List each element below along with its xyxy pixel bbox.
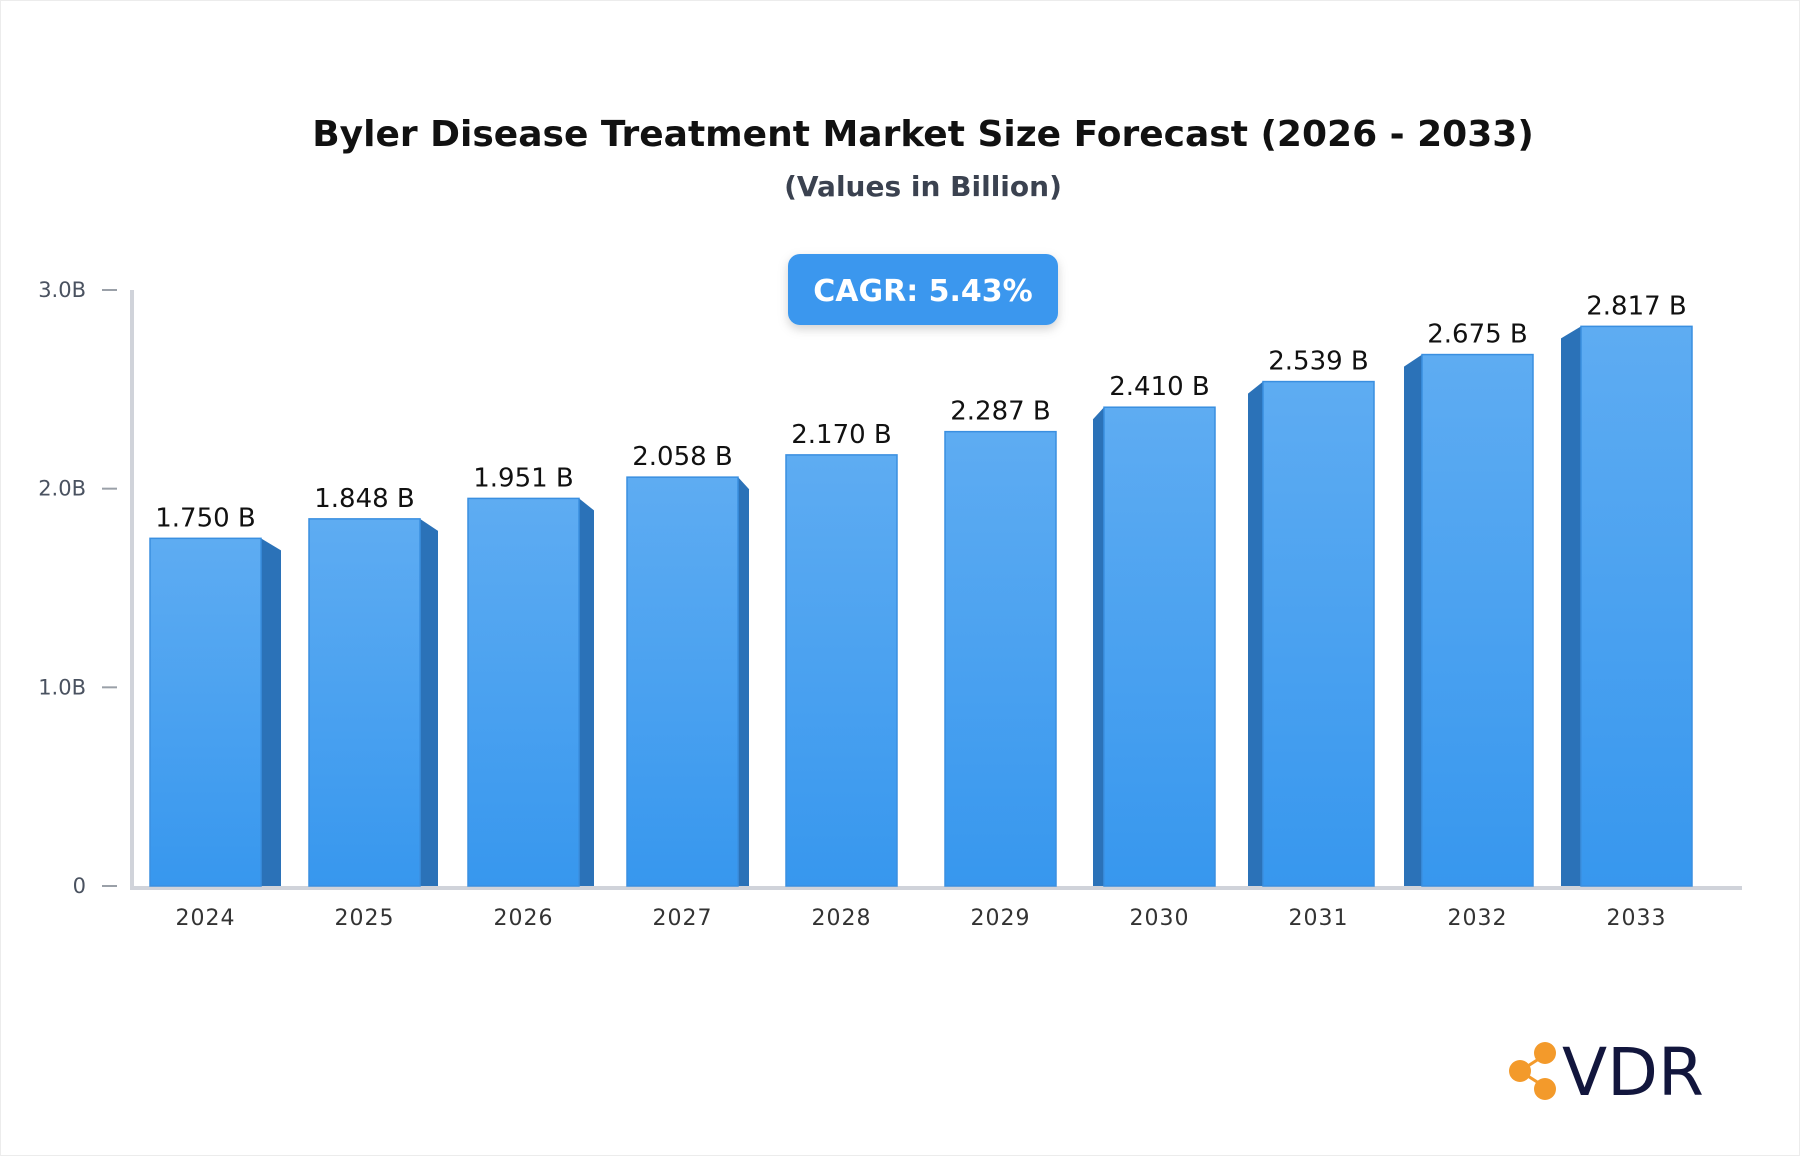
bar-2026: 1.951 B 2026 (467, 463, 594, 931)
value-label: 2.675 B (1427, 320, 1528, 350)
share-nodes-icon (1509, 1042, 1556, 1100)
value-label: 2.287 B (950, 397, 1051, 427)
value-label: 2.539 B (1268, 347, 1369, 377)
bar-side (261, 538, 281, 886)
value-label: 1.750 B (155, 503, 256, 533)
bar-front (308, 518, 421, 887)
y-tick-label: 0 (73, 874, 86, 898)
vdr-logo: VDR (1509, 1034, 1704, 1111)
x-tick-label: 2031 (1289, 906, 1349, 931)
chart-subtitle: (Values in Billion) (784, 170, 1062, 203)
bar-2029: 2.287 B 2029 (944, 397, 1057, 931)
bar-front (785, 454, 898, 887)
chart-title: Byler Disease Treatment Market Size Fore… (312, 114, 1534, 155)
value-label: 1.848 B (314, 484, 415, 514)
value-label: 1.951 B (473, 463, 574, 493)
y-tick-label: 1.0B (38, 675, 86, 699)
value-label: 2.410 B (1109, 372, 1210, 402)
x-tick-label: 2029 (971, 906, 1031, 931)
cagr-label: CAGR: 5.43% (813, 274, 1032, 309)
x-tick-label: 2030 (1130, 906, 1190, 931)
cagr-badge-bg (788, 254, 1058, 325)
cagr-badge: CAGR: 5.43% (788, 254, 1058, 325)
bar-side (1248, 381, 1263, 886)
bar-side (420, 518, 438, 886)
x-tick-label: 2033 (1607, 906, 1667, 931)
value-label: 2.058 B (632, 442, 733, 472)
bar-side (1561, 326, 1581, 887)
bar-2031: 2.539 B 2031 (1248, 347, 1375, 931)
x-tick-label: 2032 (1448, 906, 1508, 931)
bar-2024: 1.750 B 2024 (149, 503, 281, 931)
y-tick-label: 3.0B (38, 278, 86, 302)
logo-text: VDR (1562, 1034, 1704, 1111)
bar-2033: 2.817 B 2033 (1561, 291, 1693, 931)
bar-2028: 2.170 B 2028 (785, 420, 898, 931)
x-tick-label: 2024 (176, 906, 236, 931)
bar-2032: 2.675 B 2032 (1404, 320, 1534, 931)
value-label: 2.817 B (1586, 291, 1687, 321)
bar-side (1404, 354, 1422, 887)
bar-2025: 1.848 B 2025 (308, 484, 438, 931)
bar-front (626, 476, 739, 887)
x-tick-label: 2025 (335, 906, 395, 931)
bar-front (1262, 380, 1375, 887)
x-tick-label: 2027 (653, 906, 713, 931)
bar-front (944, 430, 1057, 887)
bar-side (738, 477, 749, 886)
bar-front (1421, 353, 1534, 887)
x-tick-label: 2028 (812, 906, 872, 931)
bar-front (149, 537, 262, 887)
bar-front (1580, 325, 1693, 887)
bar-2030: 2.410 B 2030 (1093, 372, 1216, 931)
bar-2027: 2.058 B 2027 (626, 442, 749, 931)
bar-front (1103, 406, 1216, 887)
x-tick-label: 2026 (494, 906, 554, 931)
bar-side (579, 498, 594, 886)
bar-front (467, 497, 580, 887)
value-label: 2.170 B (791, 420, 892, 450)
y-tick-label: 2.0B (38, 477, 86, 501)
bar-side (1093, 407, 1104, 886)
